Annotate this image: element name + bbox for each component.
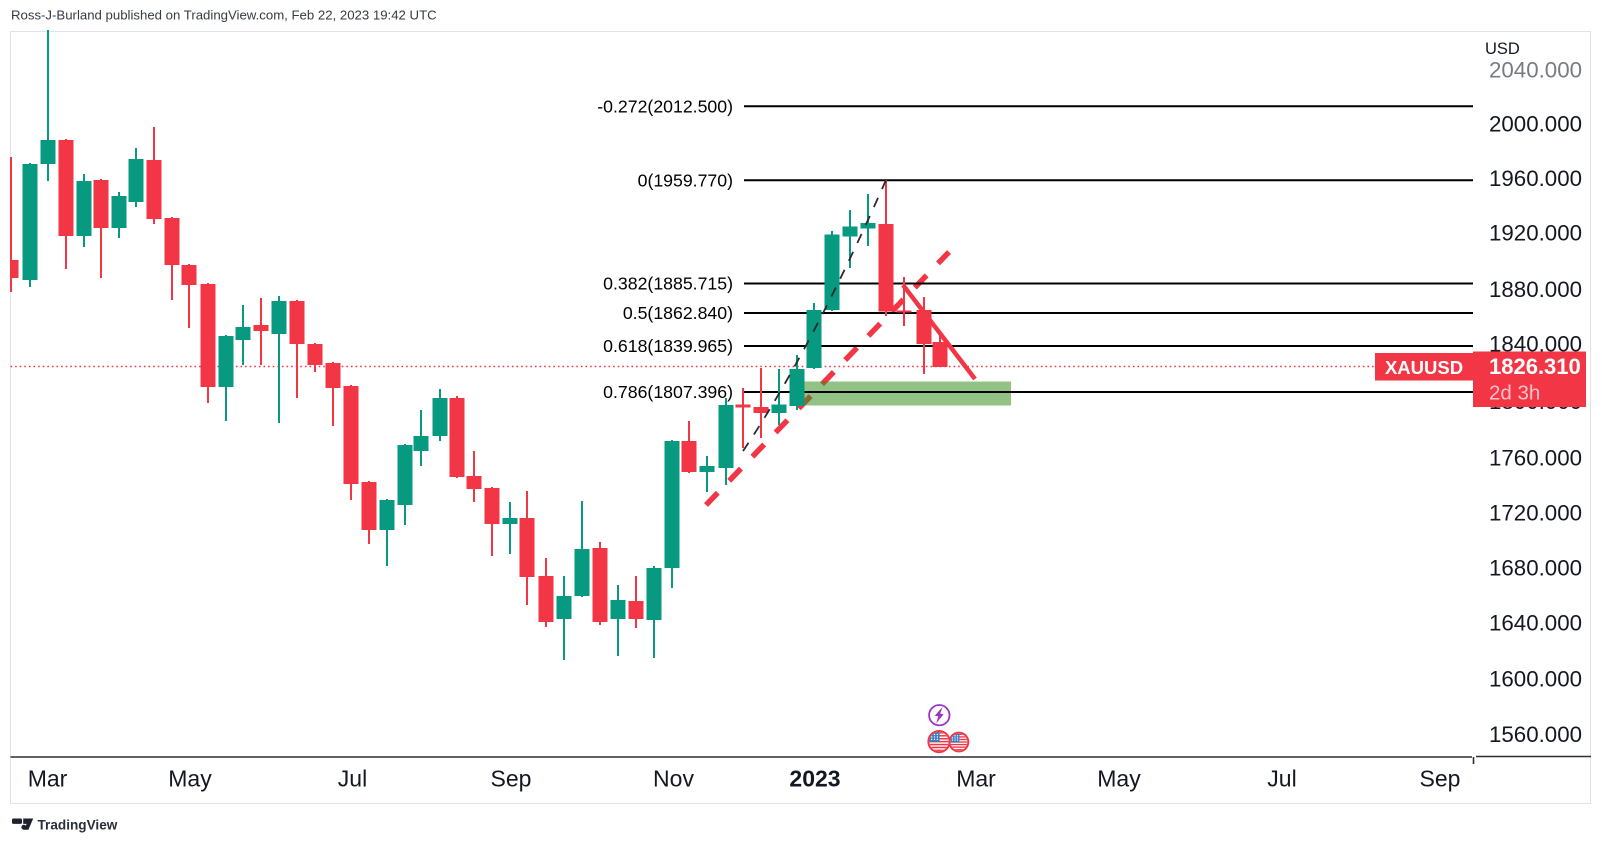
svg-text:Jul: Jul bbox=[1267, 766, 1296, 792]
svg-text:1760.000: 1760.000 bbox=[1489, 445, 1582, 470]
svg-text:2040.000: 2040.000 bbox=[1489, 57, 1582, 82]
svg-text:0.618(1839.965): 0.618(1839.965) bbox=[603, 336, 733, 356]
svg-text:1600.000: 1600.000 bbox=[1489, 666, 1582, 691]
svg-text:0.5(1862.840): 0.5(1862.840) bbox=[623, 303, 733, 323]
svg-text:TradingView: TradingView bbox=[38, 818, 118, 833]
svg-text:1640.000: 1640.000 bbox=[1489, 610, 1582, 635]
svg-text:0(1959.770): 0(1959.770) bbox=[638, 170, 733, 190]
svg-text:1960.000: 1960.000 bbox=[1489, 166, 1582, 191]
svg-text:1826.310: 1826.310 bbox=[1489, 354, 1581, 379]
svg-text:Sep: Sep bbox=[1420, 766, 1461, 792]
svg-text:1680.000: 1680.000 bbox=[1489, 555, 1582, 580]
svg-text:Mar: Mar bbox=[956, 766, 996, 792]
svg-text:1720.000: 1720.000 bbox=[1489, 500, 1582, 525]
svg-text:Mar: Mar bbox=[28, 766, 68, 792]
svg-text:Nov: Nov bbox=[653, 766, 694, 792]
svg-text:2000.000: 2000.000 bbox=[1489, 111, 1582, 136]
svg-text:May: May bbox=[168, 766, 212, 792]
svg-text:May: May bbox=[1097, 766, 1141, 792]
svg-text:0.382(1885.715): 0.382(1885.715) bbox=[603, 274, 733, 294]
svg-text:USD: USD bbox=[1485, 40, 1520, 58]
svg-text:2023: 2023 bbox=[789, 766, 840, 792]
svg-text:Jul: Jul bbox=[338, 766, 367, 792]
svg-text:Ross-J-Burland published on Tr: Ross-J-Burland published on TradingView.… bbox=[11, 8, 437, 23]
svg-text:1560.000: 1560.000 bbox=[1489, 722, 1582, 747]
svg-text:1880.000: 1880.000 bbox=[1489, 277, 1582, 302]
svg-text:XAUUSD: XAUUSD bbox=[1385, 357, 1463, 378]
svg-text:0.786(1807.396): 0.786(1807.396) bbox=[603, 382, 733, 402]
svg-text:Sep: Sep bbox=[491, 766, 532, 792]
svg-text:1920.000: 1920.000 bbox=[1489, 220, 1582, 245]
svg-text:2d 3h: 2d 3h bbox=[1489, 382, 1540, 405]
svg-text:-0.272(2012.500): -0.272(2012.500) bbox=[597, 96, 733, 116]
